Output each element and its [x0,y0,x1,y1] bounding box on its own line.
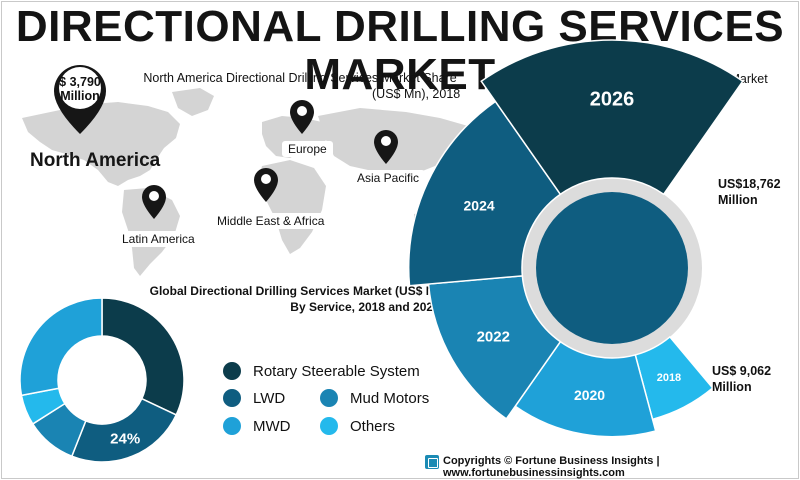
callout-2026-value: US$18,762 [718,177,781,191]
donut-slice-mud-motors [19,297,103,397]
highlight-unit: Million [60,89,100,103]
legend-label-mud-motors: Mud Motors [350,389,430,407]
donut-slice-rotary-steerable-system [101,297,185,416]
legend-item-mwd: MWD [223,417,291,435]
radial-year-label-2026: 2026 [590,89,635,111]
radial-year-label-2018: 2018 [657,372,681,384]
donut-data-label: 24% [110,431,140,448]
legend-dot-mwd [223,417,241,435]
legend-label-others: Others [350,417,396,435]
region-label-asia-pacific: Asia Pacific [351,170,426,186]
map-heading-line1: North America Directional Drilling Servi… [143,71,457,85]
callout-2018-value: US$ 9,062 [712,364,772,378]
north-america-pin-icon [54,65,106,134]
europe-pin-icon [290,100,314,134]
radial-year-label-2024: 2024 [464,198,495,214]
footer-copyright: Copyrights © Fortune Business Insights |… [443,455,660,479]
highlight-region: North America [30,150,161,171]
radial-inner-ring [522,178,702,358]
legend-item-rotary: Rotary Steerable System [223,362,420,380]
radial-year-label-2020: 2020 [574,387,605,403]
radial-segment-2022 [427,275,562,420]
legend-item-others: Others [320,417,395,435]
legend-dot-lwd [223,389,241,407]
latin-america-pin-icon [142,185,166,219]
legend-dot-mud-motors [320,389,338,407]
page-title: DIRECTIONAL DRILLING SERVICES MARKET [15,2,785,99]
fbi-logo-icon [425,455,439,469]
map-heading-line2: (US$ Mn), 2018 [372,87,461,101]
callout-2018-unit: Million [712,380,752,394]
service-heading-line1: Global Directional Drilling Services Mar… [149,284,451,298]
radial-segment-2026 [480,39,744,196]
callout-2026-unit: Million [718,193,758,207]
legend-label-mwd: MWD [253,417,291,435]
region-label-mea: Middle East & Africa [211,213,331,229]
radial-segment-2024 [408,100,562,287]
legend-label-rotary: Rotary Steerable System [253,362,420,380]
service-heading-line2: By Service, 2018 and 2026 [290,300,440,314]
north-america-shape [22,102,180,186]
highlight-value: $ 3,790 [59,75,101,89]
legend-dot-others [320,417,338,435]
radial-year-label-2022: 2022 [477,329,510,346]
legend-item-lwd: LWD [223,389,285,407]
legend-dot-rotary [223,362,241,380]
mea-pin-icon [254,168,278,202]
asia-pacific-pin-icon [374,130,398,164]
radial-core [536,192,688,344]
region-label-europe: Europe [282,141,333,157]
legend-label-lwd: LWD [253,389,286,407]
region-label-latin-america: Latin America [116,231,201,247]
greenland-shape [172,88,214,116]
legend-item-mud-motors: Mud Motors [320,389,429,407]
